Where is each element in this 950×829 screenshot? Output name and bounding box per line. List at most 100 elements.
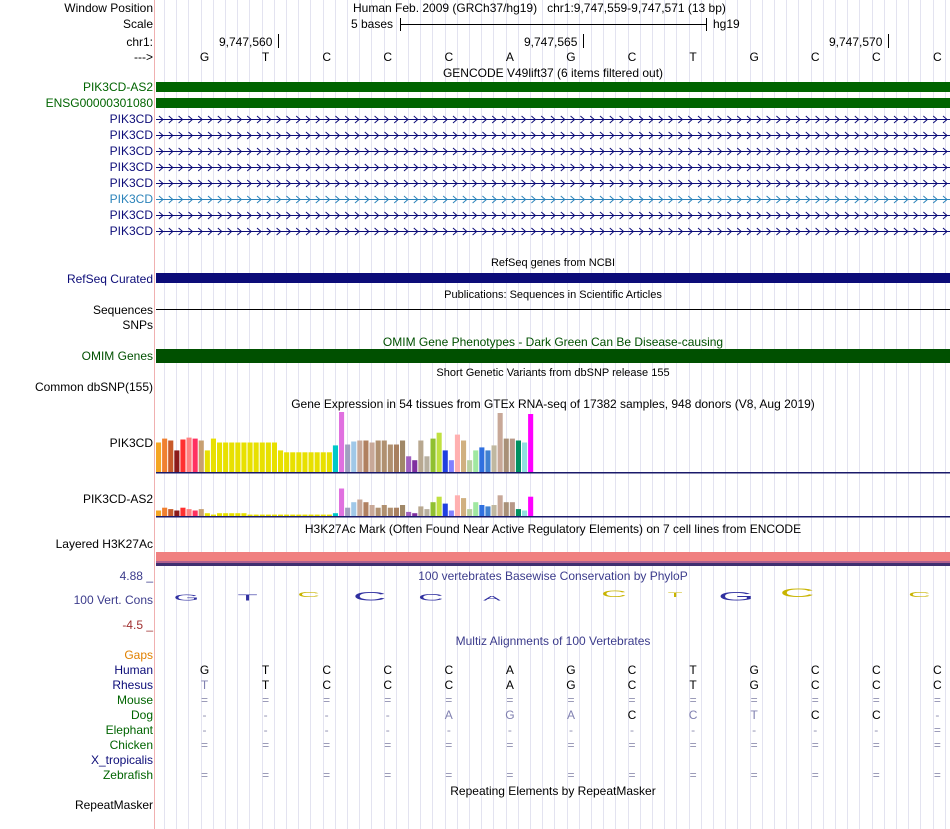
- gtex-pik3cd-tissue-bar: [503, 438, 509, 472]
- repeatmasker-track-title[interactable]: Repeating Elements by RepeatMasker: [450, 784, 656, 798]
- guide-line: [457, 0, 458, 829]
- species-label-mouse[interactable]: Mouse: [116, 693, 153, 707]
- guide-line: [933, 0, 934, 829]
- repeatmasker-label[interactable]: RepeatMasker: [74, 798, 153, 812]
- gtex-pik3cd-tissue-bar: [491, 445, 497, 472]
- alignment-base: =: [323, 768, 331, 782]
- transcript-intron-feature[interactable]: [156, 225, 950, 238]
- alignment-base: C: [688, 708, 698, 722]
- alignment-base: -: [752, 723, 757, 737]
- gtex-pik3cd-tissue-bar: [436, 432, 442, 472]
- publications-feature-line[interactable]: [156, 309, 950, 310]
- guide-line: [664, 0, 665, 829]
- transcript-label-pik3cd[interactable]: PIK3CD: [109, 144, 153, 158]
- cons-min-value: -4.5 _: [122, 618, 153, 632]
- refseq-curated-label[interactable]: RefSeq Curated: [66, 272, 153, 286]
- transcript-label-pik3cd[interactable]: PIK3CD: [109, 160, 153, 174]
- gtex-track-title[interactable]: Gene Expression in 54 tissues from GTEx …: [291, 397, 815, 411]
- species-label-chicken[interactable]: Chicken: [109, 738, 153, 752]
- gtex-as2-tissue-bar: [363, 502, 369, 516]
- transcript-label-pik3cd[interactable]: PIK3CD: [109, 224, 153, 238]
- transcript-intron-feature[interactable]: [156, 177, 950, 190]
- alignment-base: =: [872, 738, 880, 752]
- gaps-label[interactable]: Gaps: [124, 648, 153, 662]
- multiz-track-title[interactable]: Multiz Alignments of 100 Vertebrates: [455, 634, 651, 648]
- gtex-as2-tissue-bar: [174, 510, 180, 516]
- transcript-intron-feature[interactable]: [156, 209, 950, 222]
- gtex-pik3cd-tissue-bar: [271, 442, 277, 472]
- h3k27ac-track-title[interactable]: H3K27Ac Mark (Often Found Near Active Re…: [304, 522, 802, 536]
- layered-h3k27ac-label[interactable]: Layered H3K27Ac: [55, 537, 153, 551]
- gene-label-ensg[interactable]: ENSG00000301080: [45, 96, 153, 110]
- guide-line: [615, 0, 616, 829]
- sequences-label[interactable]: Sequences: [92, 303, 153, 317]
- transcript-label-pik3cd[interactable]: PIK3CD: [109, 112, 153, 126]
- snps-label[interactable]: SNPs: [122, 318, 153, 332]
- refseq-track-title[interactable]: RefSeq genes from NCBI: [490, 257, 616, 269]
- transcript-intron-feature[interactable]: [156, 161, 950, 174]
- phylop-track-title[interactable]: 100 vertebrates Basewise Conservation by…: [418, 569, 688, 583]
- gtex-pik3cd-tissue-bar: [528, 414, 534, 472]
- guide-line: [884, 0, 885, 829]
- alignment-base: =: [933, 738, 941, 752]
- gene-feature-pik3cd-as2[interactable]: [156, 82, 950, 92]
- h3k27ac-layer-2[interactable]: [156, 561, 950, 563]
- dna-base: G: [749, 50, 759, 64]
- gene-feature-ensg[interactable]: [156, 98, 950, 108]
- transcript-intron-feature[interactable]: [156, 145, 950, 158]
- gtex-as2-tissue-bar: [357, 499, 363, 516]
- cons-label[interactable]: 100 Vert. Cons: [73, 593, 153, 607]
- transcript-label-pik3cd[interactable]: PIK3CD: [109, 208, 153, 222]
- omim-feature[interactable]: [156, 349, 950, 363]
- omim-track-title[interactable]: OMIM Gene Phenotypes - Dark Green Can Be…: [382, 335, 724, 349]
- species-label-dog[interactable]: Dog: [130, 708, 153, 722]
- transcript-label-pik3cd[interactable]: PIK3CD: [109, 192, 153, 206]
- transcript-intron-feature[interactable]: [156, 129, 950, 142]
- species-label-human[interactable]: Human: [114, 663, 153, 677]
- species-label-zebrafish[interactable]: Zebrafish: [102, 768, 153, 782]
- common-dbsnp-label[interactable]: Common dbSNP(155): [34, 380, 153, 394]
- transcript-label-pik3cd[interactable]: PIK3CD: [109, 176, 153, 190]
- dbsnp-track-title[interactable]: Short Genetic Variants from dbSNP releas…: [436, 367, 670, 379]
- species-label-x_tropicalis[interactable]: X_tropicalis: [90, 753, 153, 767]
- gene-label-pik3cd-as2[interactable]: PIK3CD-AS2: [82, 80, 153, 94]
- h3k27ac-layer-3[interactable]: [156, 563, 950, 566]
- gtex-pik3cd-tissue-bar: [351, 441, 357, 472]
- guide-line: [762, 0, 763, 829]
- guide-line: [628, 0, 629, 829]
- alignment-base: =: [872, 768, 880, 782]
- species-label-rhesus[interactable]: Rhesus: [112, 678, 153, 692]
- alignment-base: =: [262, 768, 270, 782]
- species-label-elephant[interactable]: Elephant: [105, 723, 153, 737]
- guide-line: [384, 0, 385, 829]
- gencode-track-title[interactable]: GENCODE V49lift37 (6 items filtered out): [442, 66, 664, 80]
- h3k27ac-layer-1[interactable]: [156, 552, 950, 561]
- alignment-base: =: [689, 738, 697, 752]
- position-readout: Human Feb. 2009 (GRCh37/hg19) chr1:9,747…: [353, 1, 726, 15]
- gtex-pik3cd-label[interactable]: PIK3CD: [109, 436, 153, 450]
- gtex-pik3cd-as2-bars[interactable]: [156, 474, 950, 518]
- gtex-pik3cd-bars[interactable]: [156, 412, 950, 474]
- transcript-intron-feature[interactable]: [156, 113, 950, 126]
- transcript-label-pik3cd[interactable]: PIK3CD: [109, 128, 153, 142]
- guide-line: [201, 0, 202, 829]
- gtex-pik3cd-tissue-bar: [314, 452, 320, 472]
- omim-genes-label[interactable]: OMIM Genes: [81, 349, 153, 363]
- guide-line: [274, 0, 275, 829]
- guide-line: [835, 0, 836, 829]
- alignment-base: =: [933, 693, 941, 707]
- dna-base: G: [199, 50, 210, 64]
- refseq-feature[interactable]: [156, 273, 950, 283]
- gtex-pik3cd-tissue-bar: [369, 442, 375, 472]
- guide-line: [359, 0, 360, 829]
- gtex-pik3cd-as2-label[interactable]: PIK3CD-AS2: [82, 492, 153, 506]
- guide-line: [396, 0, 397, 829]
- publications-track-title[interactable]: Publications: Sequences in Scientific Ar…: [444, 289, 662, 301]
- alignment-base: -: [813, 723, 818, 737]
- gtex-pik3cd-tissue-bar: [381, 440, 387, 472]
- dna-base: C: [383, 50, 393, 64]
- gtex-as2-tissue-bar: [339, 488, 345, 516]
- transcript-intron-feature[interactable]: [156, 193, 950, 206]
